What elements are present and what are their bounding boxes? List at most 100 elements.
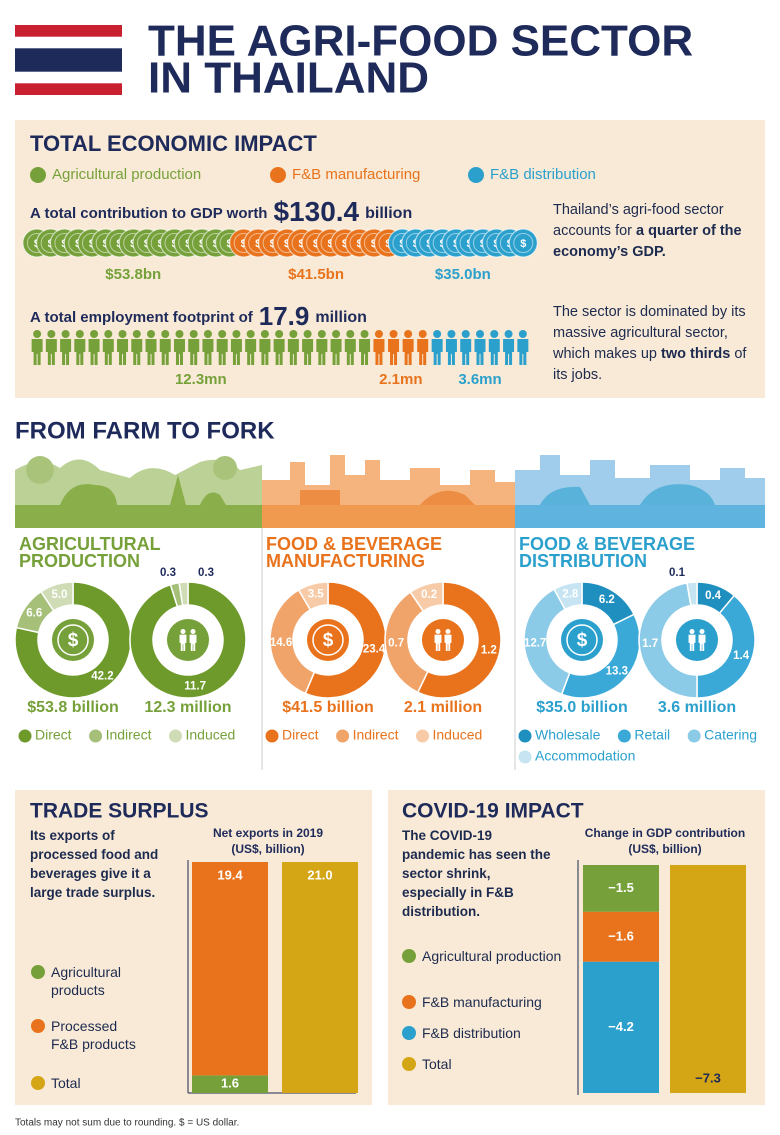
legend-label: Agricultural products xyxy=(51,964,122,998)
donut-total: 12.3 million xyxy=(144,699,231,716)
bar-label: 21.0 xyxy=(307,867,332,882)
legend-dot xyxy=(265,729,279,743)
person-body xyxy=(344,339,356,365)
person-head xyxy=(699,629,705,635)
person-head xyxy=(47,330,56,338)
donut-segment xyxy=(297,581,329,611)
person-body xyxy=(460,339,472,365)
donut-label: 3.5 xyxy=(308,589,325,601)
strip xyxy=(262,505,515,528)
legend-dot xyxy=(336,729,350,743)
person-body xyxy=(74,339,86,365)
legend-dot xyxy=(31,965,45,979)
person-body xyxy=(60,339,72,365)
icon-symbol: $ xyxy=(577,630,588,651)
factory-shapes xyxy=(300,490,475,505)
segment-label: $35.0bn xyxy=(435,266,491,283)
donut-segment xyxy=(39,581,74,612)
donut-segment xyxy=(560,613,641,699)
legend-dot xyxy=(402,949,416,963)
donut-label: 12.7 xyxy=(524,637,546,649)
person-body xyxy=(330,339,342,365)
person-head xyxy=(374,330,383,338)
person-body xyxy=(359,339,371,365)
legend-dot xyxy=(402,1026,416,1040)
segment-label: $41.5bn xyxy=(288,266,344,283)
donut-segment xyxy=(696,594,756,699)
sector-title: DISTRIBUTION xyxy=(519,551,647,571)
donut-label: 6.6 xyxy=(26,607,42,619)
person-body xyxy=(287,339,299,365)
donut-label: 6.2 xyxy=(599,594,615,606)
coin-symbol: $ xyxy=(520,238,526,250)
legend-label: F&B manufacturing xyxy=(292,166,420,183)
person-body xyxy=(245,339,257,365)
donut-total: $41.5 billion xyxy=(282,699,374,716)
donut-label: 1.4 xyxy=(733,650,750,662)
skyline xyxy=(15,455,765,528)
bar-segment xyxy=(583,865,659,912)
section-title: FROM FARM TO FORK xyxy=(15,417,275,444)
donut-segment xyxy=(638,582,698,699)
people-icon xyxy=(688,629,706,652)
person-body xyxy=(159,339,171,365)
label-part: A total contribution to GDP worth xyxy=(30,205,267,222)
legend-label: Catering xyxy=(704,727,757,743)
label-part: A total employment footprint of xyxy=(30,309,254,326)
headline: A total employment footprint of 17.9 milli… xyxy=(30,301,367,331)
donut-segment xyxy=(686,581,698,607)
donut-label: 42.2 xyxy=(91,671,113,683)
gdp-segment: $$$$$$$$$$$ xyxy=(229,228,404,258)
legend-label: Total xyxy=(51,1075,81,1091)
person-body xyxy=(698,634,706,652)
donut-segment xyxy=(409,581,444,613)
person-body xyxy=(216,339,228,365)
person-head xyxy=(447,330,456,338)
flag-stripe xyxy=(15,48,122,72)
person-head xyxy=(90,330,99,338)
employment-segment xyxy=(431,330,529,365)
person-head xyxy=(518,330,527,338)
note: Thailand’s agri-food sector accounts for… xyxy=(553,200,758,263)
sector-title: PRODUCTION xyxy=(19,551,140,571)
label-part: billion xyxy=(365,205,412,222)
person-body xyxy=(189,634,197,652)
legend-dot xyxy=(31,1076,45,1090)
icon-circle xyxy=(676,619,718,661)
legend-dot xyxy=(518,729,532,743)
person-head xyxy=(232,330,241,338)
legend-label: Wholesale xyxy=(535,727,601,743)
person-head xyxy=(504,330,513,338)
bar-label: −1.6 xyxy=(608,928,634,943)
headline: A total contribution to GDP worth $130.4 b… xyxy=(30,196,412,227)
person-body xyxy=(202,339,214,365)
legend-dot xyxy=(415,729,429,743)
donut-label: 13.3 xyxy=(606,666,628,678)
person-body xyxy=(302,339,314,365)
person-head xyxy=(203,330,212,338)
donut-segment xyxy=(269,588,316,695)
chart-title: (US$, billion) xyxy=(231,842,304,856)
person-head xyxy=(346,330,355,338)
person-head xyxy=(246,330,255,338)
person-head xyxy=(75,330,84,338)
label-part: million xyxy=(315,309,367,326)
person-head xyxy=(360,330,369,338)
segment-label: 12.3mn xyxy=(175,371,227,388)
chart-title: Change in GDP contribution xyxy=(585,826,745,840)
person-body xyxy=(45,339,57,365)
vehicles xyxy=(540,484,715,505)
person-body xyxy=(188,339,200,365)
person-head xyxy=(118,330,127,338)
person-body xyxy=(402,339,414,365)
sector-title: FOOD & BEVERAGE xyxy=(519,534,695,554)
person-head xyxy=(433,330,442,338)
donut-segment xyxy=(304,581,387,699)
donut-label: 0.7 xyxy=(388,638,404,650)
person-head xyxy=(275,330,284,338)
donut-label: 1.7 xyxy=(642,638,658,650)
donut-label: 14.6 xyxy=(270,637,292,649)
person-head xyxy=(476,330,484,338)
person-head xyxy=(175,330,184,338)
